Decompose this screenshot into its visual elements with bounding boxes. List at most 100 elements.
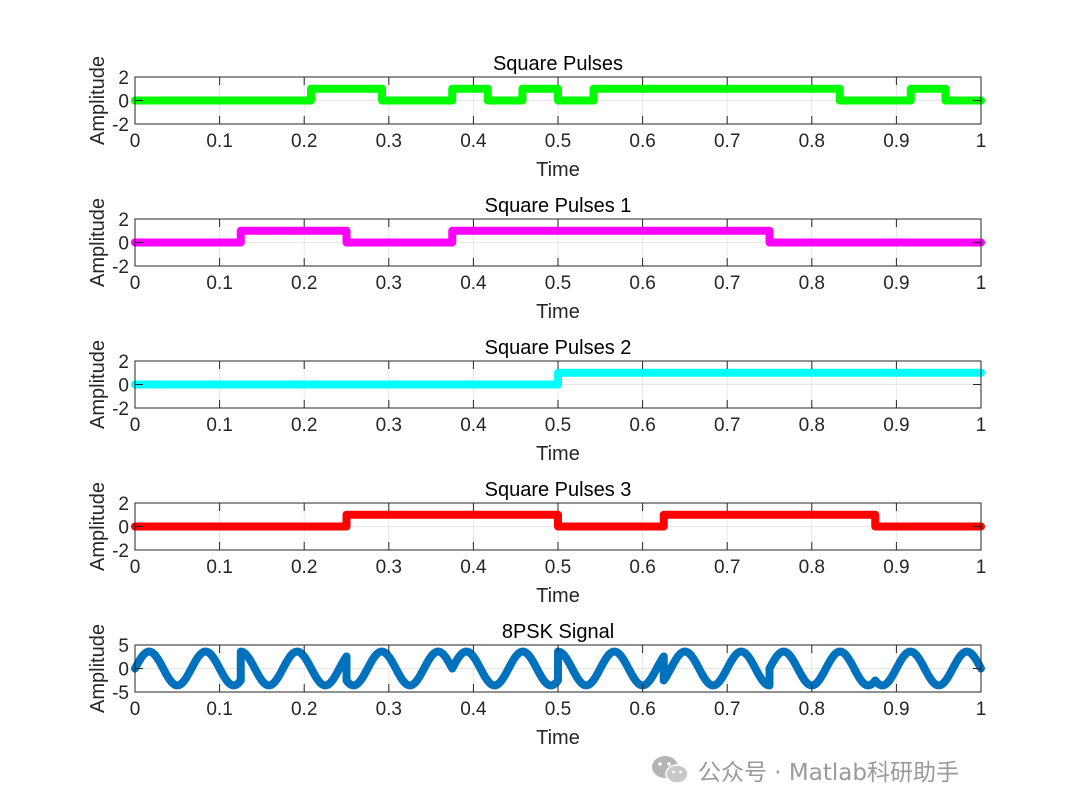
subplot-4: 0 0.1 0.2 0.3 0.4 0.5 0.6 0.7 0.8 0.9 1 -20 2 Square …: [87, 479, 986, 607]
y-tick-label: 2: [118, 210, 129, 231]
y-axis-label: Amplitude: [87, 624, 109, 713]
x-tick-label: 0.9: [883, 131, 909, 152]
series-line-1: [131, 84, 985, 105]
series-line-1: [131, 226, 985, 247]
x-axis-label: Time: [536, 585, 580, 607]
x-tick-label: 0.3: [376, 415, 402, 436]
x-tick-label: 0.8: [799, 415, 825, 436]
x-tick-label: 0.8: [799, 131, 825, 152]
x-tick-label: 0.9: [883, 699, 909, 720]
x-tick-label: 0.7: [714, 557, 740, 578]
subplot-title: Square Pulses: [493, 53, 623, 75]
y-tick-label: 2: [118, 68, 129, 89]
x-tick-label: 0.3: [376, 273, 402, 294]
y-tick-label: 0: [118, 234, 129, 255]
x-tick-label: 0.9: [883, 557, 909, 578]
x-tick-label: 0.2: [291, 273, 317, 294]
y-tick-label: 0: [118, 660, 129, 681]
x-tick-label: 0.6: [629, 131, 655, 152]
x-tick-label: 0.7: [714, 273, 740, 294]
subplot-title: Square Pulses 3: [485, 479, 632, 501]
y-axis-label: Amplitude: [87, 340, 109, 429]
series-line-1: [131, 647, 985, 690]
x-tick-label: 0.2: [291, 415, 317, 436]
x-tick-label: 1: [976, 273, 987, 294]
subplot-3: 0 0.1 0.2 0.3 0.4 0.5 0.6 0.7 0.8 0.9 1 -20 2 Square …: [87, 337, 986, 465]
ticks: [134, 360, 982, 409]
x-tick-label: 1: [976, 415, 987, 436]
y-axis-label: Amplitude: [87, 56, 109, 145]
x-tick-label: 0: [130, 273, 141, 294]
x-tick-label: 0.3: [376, 557, 402, 578]
x-tick-label: 0: [130, 131, 141, 152]
x-tick-label: 0.2: [291, 557, 317, 578]
y-tick-label: 0: [118, 376, 129, 397]
x-tick-label: 0.6: [629, 557, 655, 578]
y-axis-label: Amplitude: [87, 198, 109, 287]
x-tick-label: 0.7: [714, 699, 740, 720]
x-tick-label: 0.6: [629, 273, 655, 294]
x-tick-label: 0: [130, 699, 141, 720]
y-tick-label: 5: [118, 636, 129, 657]
x-tick-label: 0.8: [799, 273, 825, 294]
x-tick-label: 0.5: [545, 699, 571, 720]
x-tick-label: 0.3: [376, 699, 402, 720]
wechat-icon: [650, 753, 690, 787]
x-tick-label: 0.7: [714, 415, 740, 436]
y-tick-label: -2: [112, 541, 129, 562]
watermark-text: 公众号 · Matlab科研助手: [698, 760, 959, 786]
subplot-title: 8PSK Signal: [502, 621, 614, 643]
x-axis-label: Time: [536, 443, 580, 465]
watermark: 公众号 · Matlab科研助手: [650, 752, 959, 788]
x-tick-label: 1: [976, 557, 987, 578]
y-tick-label: -2: [112, 399, 129, 420]
x-tick-label: 0.1: [206, 557, 232, 578]
ticks: [134, 218, 982, 267]
x-tick-label: 0.7: [714, 131, 740, 152]
x-tick-label: 0.2: [291, 131, 317, 152]
x-axis-label: Time: [536, 727, 580, 749]
x-tick-label: 0.4: [460, 415, 487, 436]
x-tick-label: 1: [976, 699, 987, 720]
x-tick-label: 0.8: [799, 557, 825, 578]
series-line-1: [131, 510, 985, 531]
x-tick-label: 0.1: [206, 273, 232, 294]
x-tick-label: 0.9: [883, 273, 909, 294]
x-tick-label: 0.4: [460, 131, 487, 152]
ticks: [134, 644, 982, 693]
x-tick-label: 0.4: [460, 273, 487, 294]
x-tick-label: 0.5: [545, 415, 571, 436]
ticks: [134, 76, 982, 125]
x-tick-label: 0.4: [460, 699, 487, 720]
x-tick-label: 0.1: [206, 131, 232, 152]
subplot-2: 0 0.1 0.2 0.3 0.4 0.5 0.6 0.7 0.8 0.9 1 -20 2 Square …: [87, 195, 986, 323]
subplot-5: 0 0.1 0.2 0.3 0.4 0.5 0.6 0.7 0.8 0.9 1 -50 5 8PSK Si…: [87, 621, 986, 749]
subplot-1: 0 0.1 0.2 0.3 0.4 0.5 0.6 0.7 0.8 0.9 1 -20 2 Square …: [87, 53, 986, 181]
x-tick-label: 0.1: [206, 699, 232, 720]
x-tick-label: 0: [130, 557, 141, 578]
x-axis-label: Time: [536, 159, 580, 181]
y-tick-label: -2: [112, 115, 129, 136]
y-tick-label: 0: [118, 92, 129, 113]
x-tick-label: 0.6: [629, 415, 655, 436]
y-tick-label: -2: [112, 257, 129, 278]
x-tick-label: 0.5: [545, 273, 571, 294]
y-tick-label: -5: [112, 683, 129, 704]
x-tick-label: 0.8: [799, 699, 825, 720]
x-tick-label: 0.4: [460, 557, 487, 578]
series-line-1: [131, 368, 985, 389]
y-axis-label: Amplitude: [87, 482, 109, 571]
x-tick-label: 0.1: [206, 415, 232, 436]
x-tick-label: 0.9: [883, 415, 909, 436]
x-axis-label: Time: [536, 301, 580, 323]
subplot-title: Square Pulses 1: [485, 195, 632, 217]
x-tick-label: 1: [976, 131, 987, 152]
ticks: [134, 502, 982, 551]
x-tick-label: 0.5: [545, 131, 571, 152]
x-tick-label: 0.2: [291, 699, 317, 720]
x-tick-label: 0.3: [376, 131, 402, 152]
y-tick-label: 0: [118, 518, 129, 539]
x-tick-label: 0.5: [545, 557, 571, 578]
subplot-title: Square Pulses 2: [485, 337, 632, 359]
